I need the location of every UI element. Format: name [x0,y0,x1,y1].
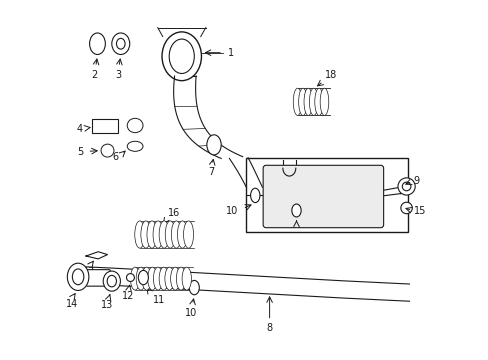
Ellipse shape [183,221,193,248]
Text: 3: 3 [115,69,121,80]
Ellipse shape [169,39,194,73]
Ellipse shape [320,88,328,116]
Text: 10: 10 [185,308,197,318]
Text: 16: 16 [167,208,180,219]
Text: 7: 7 [208,167,214,177]
Text: 15: 15 [413,206,425,216]
Ellipse shape [116,39,125,49]
Ellipse shape [159,221,169,248]
Text: 10: 10 [225,206,238,216]
Ellipse shape [298,88,306,116]
Ellipse shape [89,33,105,54]
Circle shape [400,202,411,214]
Ellipse shape [171,221,181,248]
Ellipse shape [291,204,301,217]
Text: 9: 9 [413,176,419,186]
Ellipse shape [314,88,323,116]
Ellipse shape [165,221,175,248]
Ellipse shape [153,221,163,248]
Text: 12: 12 [122,291,134,301]
Circle shape [126,274,134,282]
Ellipse shape [162,32,201,81]
FancyBboxPatch shape [86,270,110,286]
Ellipse shape [304,88,312,116]
Ellipse shape [130,267,140,290]
Text: 11: 11 [152,295,164,305]
Ellipse shape [189,280,199,295]
Ellipse shape [136,267,145,290]
Circle shape [402,182,410,191]
Ellipse shape [206,135,221,155]
Ellipse shape [142,267,151,290]
Ellipse shape [67,263,89,291]
Text: 5: 5 [77,147,83,157]
Ellipse shape [182,267,191,290]
Ellipse shape [293,88,301,116]
Text: 17: 17 [83,267,96,277]
Text: 14: 14 [65,300,78,309]
Ellipse shape [177,221,187,248]
Ellipse shape [101,144,114,157]
Text: 2: 2 [91,69,98,80]
Ellipse shape [147,267,157,290]
Text: 4: 4 [76,124,82,134]
Ellipse shape [138,270,148,285]
Ellipse shape [107,275,116,287]
Ellipse shape [127,118,142,133]
Ellipse shape [309,88,317,116]
Ellipse shape [159,267,168,290]
Polygon shape [86,252,107,259]
Ellipse shape [147,221,157,248]
Bar [92,119,118,134]
Text: 6: 6 [112,152,118,162]
Ellipse shape [127,141,142,151]
Text: 13: 13 [101,301,113,310]
Ellipse shape [112,33,129,54]
Text: 8: 8 [266,323,272,333]
Circle shape [397,178,414,195]
Ellipse shape [170,267,180,290]
Ellipse shape [103,271,120,291]
Ellipse shape [164,267,174,290]
Ellipse shape [250,188,260,203]
Text: 18: 18 [324,70,336,80]
FancyBboxPatch shape [263,165,383,228]
Ellipse shape [141,221,151,248]
Bar [246,158,407,232]
Text: 1: 1 [228,48,234,58]
Ellipse shape [72,269,83,285]
Ellipse shape [176,267,185,290]
Ellipse shape [135,221,144,248]
Ellipse shape [153,267,163,290]
